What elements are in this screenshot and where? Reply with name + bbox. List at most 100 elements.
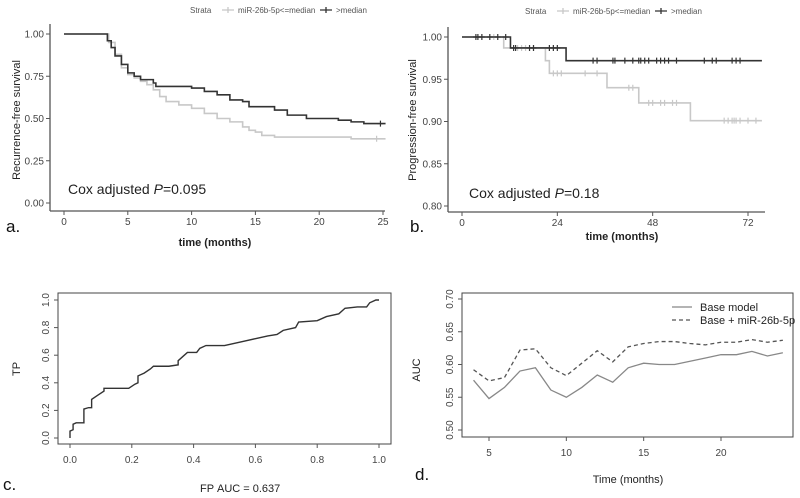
y-tick-label: 0.75: [25, 72, 45, 83]
panel-b: b. 0 24 48 72 0.80 0.85 0.90 0.95 1.00 time (month…: [407, 7, 765, 243]
x-tick-label: 72: [742, 218, 754, 229]
x-tick-label: 0: [459, 218, 465, 229]
panel-c: c. 0.0 0.2 0.4 0.6 0.8 1.0 0.0 0.2 0.4 0.6 0.8 1.0 FP…: [3, 292, 392, 495]
auc-line-1: [473, 338, 783, 382]
censor-mark: [701, 57, 708, 64]
censor-mark: [673, 99, 680, 106]
legend-entry: >median: [336, 6, 367, 15]
censor-mark: [502, 34, 509, 40]
censor-mark: [629, 84, 636, 91]
censor-mark: [737, 117, 744, 124]
panel-a: a. 0 5 10 15 20 25 0.00 0.25 0.50 0.75 1.00 time (mo…: [6, 6, 389, 249]
censor-mark: [621, 57, 628, 64]
y-tick-label: 0.25: [25, 156, 45, 167]
y-axis-label: TP: [11, 362, 23, 376]
annotation-suffix: =0.095: [163, 181, 206, 197]
legend-entry: miR-26b-5p<=median: [238, 6, 315, 15]
y-tick-label: 0.2: [41, 403, 52, 417]
y-tick-label: 0.60: [445, 354, 456, 374]
y-tick-label: 0.80: [423, 202, 443, 213]
y-tick-label: 0.8: [41, 320, 52, 334]
legend-key-1: [320, 7, 332, 13]
censor-mark: [745, 117, 751, 124]
x-tick-label: 5: [125, 217, 131, 228]
annotation-italic: P: [555, 185, 565, 201]
legend-title: Strata: [190, 6, 212, 15]
y-tick-label: 0.55: [445, 387, 456, 407]
x-axis-label: time (months): [586, 231, 659, 243]
y-axis-label: AUC: [411, 358, 423, 381]
annotation-prefix: Cox adjusted: [469, 185, 555, 201]
y-axis-label: Progression-free survival: [407, 59, 419, 181]
y-tick-label: 1.00: [423, 33, 443, 44]
x-tick-label: 0.6: [248, 455, 262, 466]
annotation-italic: P: [154, 181, 164, 197]
y-tick-label: 0.4: [41, 375, 52, 389]
y-tick-label: 0.00: [25, 199, 45, 210]
y-tick-label: 0.6: [41, 348, 52, 362]
survival-curve-0: [462, 36, 762, 122]
panel-label: c.: [3, 475, 16, 494]
x-tick-label: 10: [186, 217, 198, 228]
y-tick-label: 0.65: [445, 322, 456, 342]
survival-curve-1: [64, 33, 386, 125]
legend-key-0: [222, 7, 234, 13]
x-tick-label: 10: [561, 448, 573, 459]
legend-entry: miR-26b-5p<=median: [573, 7, 650, 16]
annotation-suffix: =0.18: [564, 185, 600, 201]
censor-mark: [558, 70, 565, 77]
legend: Strata miR-26b-5p<=median >median: [525, 7, 702, 16]
censor-mark: [373, 135, 380, 142]
censor-mark: [594, 70, 601, 77]
x-axis-label: Time (months): [593, 474, 664, 486]
censor-mark: [752, 117, 759, 124]
x-tick-label: 15: [250, 217, 262, 228]
censor-mark: [486, 34, 493, 40]
y-tick-label: 1.00: [25, 30, 45, 41]
censor-mark: [737, 57, 744, 64]
cox-p-value: Cox adjusted P=0.095: [68, 181, 206, 197]
y-tick-label: 1.0: [41, 293, 52, 307]
x-tick-label: 20: [314, 217, 326, 228]
x-tick-label: 0.0: [63, 455, 77, 466]
cox-p-value: Cox adjusted P=0.18: [469, 185, 600, 201]
roc-curve: [69, 299, 379, 438]
censor-mark: [673, 57, 680, 64]
censor-mark: [713, 57, 720, 64]
x-tick-label: 48: [647, 218, 659, 229]
y-tick-label: 0.90: [423, 117, 443, 128]
survival-curve-1: [462, 36, 762, 62]
panel-label: d.: [415, 465, 429, 484]
censor-mark: [582, 70, 589, 77]
x-tick-label: 20: [715, 448, 727, 459]
censor-mark: [665, 57, 672, 64]
censor-mark: [530, 44, 537, 51]
auc-line-0: [473, 350, 784, 400]
x-tick-label: 0.4: [187, 455, 201, 466]
legend-entry: Base + miR-26b-5p: [700, 315, 795, 327]
censor-mark: [661, 99, 668, 106]
panel-label: b.: [410, 217, 424, 236]
x-axis-label: FP: [200, 483, 214, 495]
y-tick-label: 0.0: [41, 431, 52, 445]
y-tick-label: 0.85: [423, 159, 443, 170]
x-tick-label: 0: [61, 217, 67, 228]
x-tick-label: 25: [377, 217, 389, 228]
censor-mark: [611, 57, 618, 64]
x-tick-label: 15: [638, 448, 650, 459]
plot-frame: [57, 292, 392, 445]
censor-mark: [594, 57, 601, 64]
censor-mark: [554, 44, 561, 51]
x-tick-label: 0.8: [310, 455, 324, 466]
y-axis-label: Recurrence-free survival: [11, 60, 23, 180]
auc-label: AUC = 0.637: [217, 483, 280, 495]
legend-entry: >median: [671, 7, 702, 16]
legend-title: Strata: [525, 7, 547, 16]
censor-mark: [512, 44, 519, 51]
y-tick-label: 0.95: [423, 75, 443, 86]
y-tick-label: 0.50: [25, 114, 45, 125]
censor-mark: [478, 34, 485, 40]
annotation-prefix: Cox adjusted: [68, 181, 154, 197]
